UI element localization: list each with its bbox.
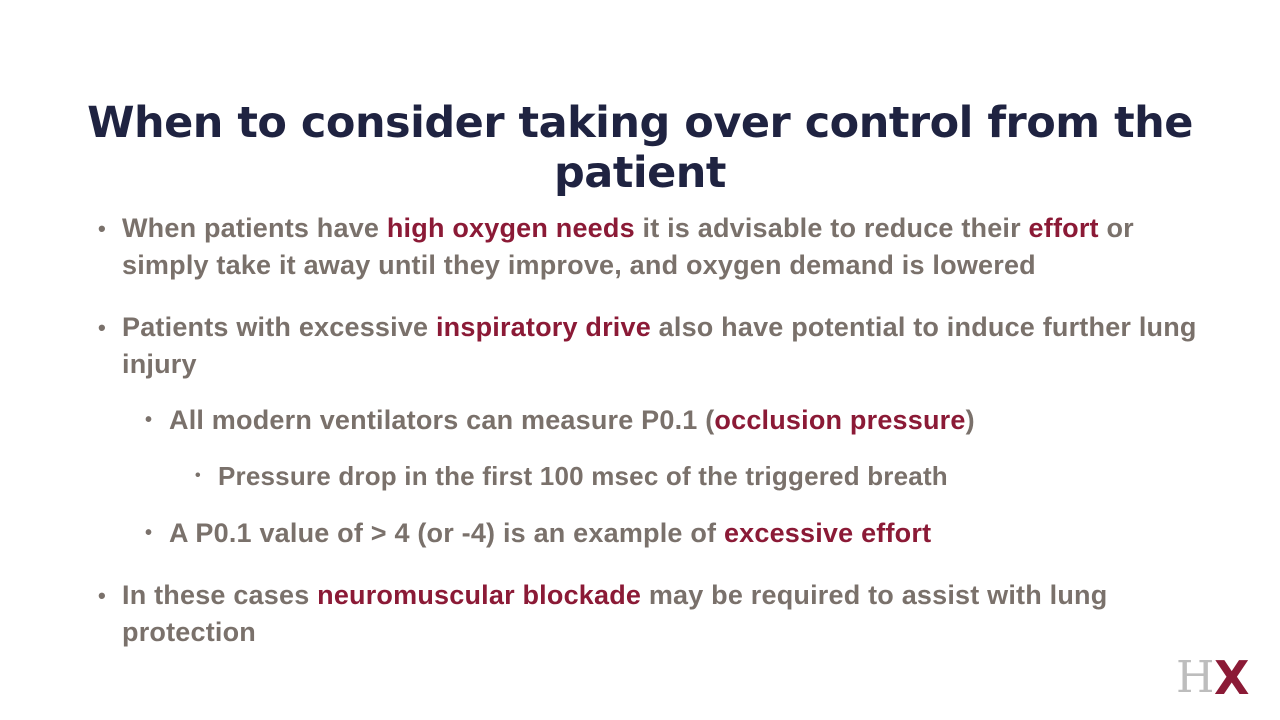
bullet-icon: • — [195, 467, 201, 484]
bullet-text: In these cases — [122, 580, 318, 610]
hx-logo: H X — [1176, 651, 1264, 705]
bullet-text: Pressure drop in the first 100 msec of t… — [218, 461, 948, 491]
bullet-item-p01-value: • A P0.1 value of > 4 (or -4) is an exam… — [145, 515, 1169, 552]
bullet-item-oxygen-needs: • When patients have high oxygen needs i… — [98, 210, 1202, 284]
bullet-item-inspiratory-drive: • Patients with excessive inspiratory dr… — [98, 309, 1202, 383]
bullet-icon: • — [145, 522, 153, 544]
bullet-text: may be required to assist with lung prot… — [122, 580, 1108, 647]
bullet-item-neuromuscular-blockade: • In these cases neuromuscular blockade … — [98, 577, 1202, 651]
bullet-item-pressure-drop: • Pressure drop in the first 100 msec of… — [195, 458, 1168, 494]
highlight-text: effort — [1028, 213, 1099, 243]
bullet-text: or simply take it away until they improv… — [122, 213, 1134, 280]
bullet-item-p01-measure: • All modern ventilators can measure P0.… — [145, 402, 1169, 439]
highlight-text: occlusion pressure — [714, 405, 966, 435]
highlight-text: neuromuscular blockade — [317, 580, 642, 610]
highlight-text: excessive effort — [723, 518, 932, 548]
bullet-text: ) — [965, 405, 975, 435]
bullet-text: All modern ventilators can measure P0.1 … — [169, 405, 715, 435]
bullet-text: Patients with excessive — [122, 312, 436, 342]
bullet-icon: • — [145, 409, 153, 431]
bullet-icon: • — [98, 216, 106, 241]
highlight-text: high oxygen needs — [386, 213, 635, 243]
bullet-icon: • — [98, 315, 106, 340]
bullet-text: A P0.1 value of > 4 (or -4) is an exampl… — [169, 518, 724, 548]
bullet-icon: • — [98, 583, 106, 608]
bullet-text: When patients have — [122, 213, 387, 243]
bullet-text: it is advisable to reduce their — [634, 213, 1029, 243]
logo-letter-x: X — [1214, 651, 1250, 705]
highlight-text: inspiratory drive — [435, 312, 651, 342]
logo-letter-h: H — [1176, 652, 1215, 703]
slide-title: When to consider taking over control fro… — [87, 98, 1193, 198]
bullet-text: also have potential to induce further lu… — [122, 312, 1197, 379]
